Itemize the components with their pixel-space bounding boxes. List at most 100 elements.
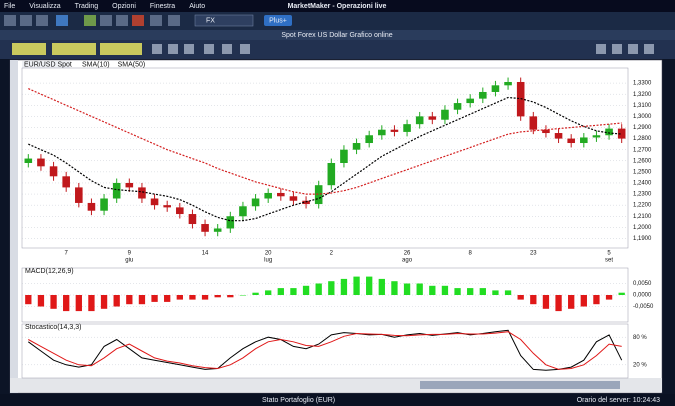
y-tick-label: 1,3300: [633, 81, 652, 87]
candle-body: [112, 182, 121, 199]
chart-window-title: Spot Forex US Dollar Grafico online: [281, 32, 392, 39]
icon[interactable]: [116, 15, 128, 26]
candle-body: [289, 196, 298, 201]
tool[interactable]: [184, 44, 194, 54]
menu-item[interactable]: Opzioni: [112, 3, 136, 10]
candle-body: [176, 207, 184, 215]
tool[interactable]: [628, 44, 638, 54]
x-tick-label: 26: [404, 251, 411, 257]
histogram-bar: [416, 283, 423, 295]
candle-body: [239, 206, 247, 217]
candle-body: [352, 143, 361, 150]
histogram-bar: [530, 295, 537, 305]
icon[interactable]: [150, 15, 162, 26]
y-tick-label: 1,2400: [633, 181, 652, 187]
y-tick-label: 1,2300: [633, 192, 652, 198]
y-tick-label: 1,3200: [633, 92, 652, 98]
histogram-bar: [227, 295, 234, 298]
instrument: EUR/USD Spot: [24, 61, 72, 68]
icon[interactable]: [84, 15, 96, 26]
market-label: FX: [206, 17, 215, 24]
icon[interactable]: [168, 15, 180, 26]
histogram-bar: [239, 295, 247, 296]
candle-body: [605, 128, 613, 136]
tool[interactable]: [204, 44, 214, 54]
candle-body: [390, 129, 399, 132]
histogram-bar: [605, 295, 613, 300]
icon[interactable]: [4, 15, 16, 26]
legend-entry: SMA(50): [118, 61, 146, 68]
toolbar-icons: [4, 15, 180, 26]
server-time: Orario del server: 10:24:43: [577, 397, 660, 404]
histogram-bar: [277, 288, 284, 295]
histogram-bar: [265, 290, 272, 295]
window-title: MarketMaker - Operazioni live: [288, 3, 387, 10]
histogram-bar: [479, 288, 486, 295]
histogram-bar: [517, 295, 524, 300]
panel-title: MACD(12,26,9): [25, 268, 74, 275]
menu: File Visualizza Trading Opzioni Finestra Aiut…: [4, 3, 205, 10]
histogram-bar: [164, 295, 171, 302]
candle-body: [138, 187, 146, 199]
menu-item[interactable]: Trading: [75, 3, 99, 10]
candle-body: [125, 182, 134, 188]
histogram-bar: [467, 288, 474, 295]
histogram-bar: [88, 295, 95, 312]
icon[interactable]: [100, 15, 112, 26]
y-tick-label: 1,2100: [633, 214, 652, 220]
histogram-bar: [302, 285, 310, 295]
histogram-bar: [340, 278, 348, 295]
tool[interactable]: [612, 44, 622, 54]
candle-body: [264, 192, 272, 199]
tool[interactable]: [240, 44, 250, 54]
chart-window-titlebar: [0, 30, 675, 40]
candle-body: [415, 116, 424, 125]
candle-body: [617, 128, 626, 139]
histogram-bar: [454, 288, 461, 295]
x-tick-label: 23: [530, 251, 537, 257]
histogram-bar: [580, 295, 587, 307]
instrument-box: [22, 61, 70, 68]
candle-body: [529, 116, 538, 130]
field[interactable]: [12, 43, 46, 55]
candle-body: [75, 187, 83, 203]
icon[interactable]: [20, 15, 32, 26]
menu-item[interactable]: File: [4, 3, 15, 10]
candle-body: [466, 98, 474, 104]
field[interactable]: [52, 43, 96, 55]
status-portfolio: Stato Portafoglio (EUR): [262, 397, 335, 404]
x-tick-label: 14: [202, 251, 209, 257]
candle-body: [49, 166, 58, 177]
x-tick-label: 20: [265, 251, 272, 257]
market-select[interactable]: [194, 14, 254, 27]
candle-body: [251, 198, 260, 207]
legend-entry: SMA(10): [82, 61, 110, 68]
y-tick-label: 1,3000: [633, 114, 652, 120]
candle-body: [87, 202, 96, 211]
tool[interactable]: [596, 44, 606, 54]
tool[interactable]: [644, 44, 654, 54]
candle-body: [542, 129, 550, 134]
icon[interactable]: [132, 15, 144, 26]
candle-body: [567, 138, 575, 144]
menu-item[interactable]: Visualizza: [29, 3, 60, 10]
icon[interactable]: [56, 15, 68, 26]
candle-body: [554, 133, 563, 139]
candle-body: [150, 198, 159, 206]
field[interactable]: [100, 43, 142, 55]
tool[interactable]: [152, 44, 162, 54]
menu-item[interactable]: Finestra: [150, 3, 175, 10]
plus-button[interactable]: [264, 15, 292, 26]
menu-item[interactable]: Aiuto: [189, 3, 205, 10]
tool[interactable]: [168, 44, 178, 54]
histogram-bar: [378, 278, 385, 295]
scroll-thumb[interactable]: [420, 381, 620, 389]
plus-label: Plus+: [269, 17, 287, 24]
candle-body: [580, 137, 588, 144]
candle-body: [62, 176, 70, 188]
chart-area: [9, 59, 663, 394]
icon[interactable]: [36, 15, 48, 26]
tool[interactable]: [222, 44, 232, 54]
candle-body: [37, 158, 45, 167]
histogram-bar: [441, 285, 449, 295]
